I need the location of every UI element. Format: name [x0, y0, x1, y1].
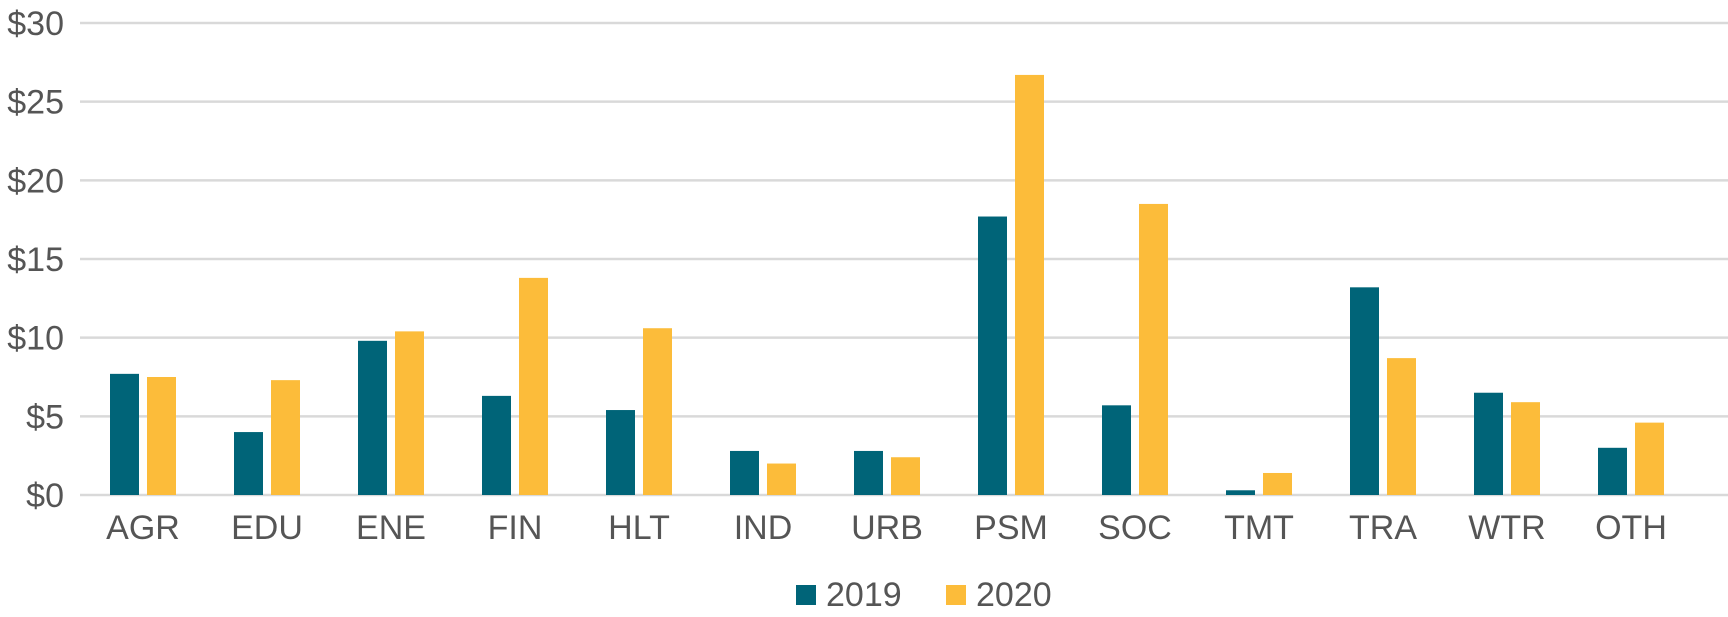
bar-2020-oth [1635, 422, 1664, 495]
x-axis-category-labels: AGR EDU ENE FIN HLT IND URB PSM SOC TMT TRA WTR OTH [106, 509, 1667, 547]
legend: 2019 2020 [796, 576, 1052, 614]
bar-2019-ene [358, 340, 387, 495]
bar-2019-oth [1598, 447, 1627, 495]
x-category-label: SOC [1098, 509, 1172, 547]
bar-2019-soc [1102, 405, 1131, 495]
bars [110, 74, 1664, 496]
x-category-label: TRA [1349, 509, 1417, 547]
bar-2019-hlt [606, 410, 635, 495]
legend-label: 2019 [826, 576, 902, 614]
bar-2019-urb [854, 450, 883, 495]
x-category-label: URB [851, 509, 923, 547]
legend-swatch-2019 [796, 585, 816, 605]
x-category-label: ENE [356, 509, 426, 547]
gridlines [80, 21, 1728, 497]
bar-2019-tmt [1226, 490, 1255, 495]
bar-2020-agr [147, 377, 176, 495]
x-category-label: FIN [488, 509, 543, 547]
y-tick-label: $30 [7, 5, 64, 43]
bar-2020-ene [395, 331, 424, 495]
bar-2019-edu [234, 432, 263, 495]
x-category-label: AGR [106, 509, 180, 547]
bar-2019-psm [978, 216, 1007, 495]
bar-2019-agr [110, 373, 139, 495]
y-tick-label: $15 [7, 241, 64, 279]
x-category-label: EDU [231, 509, 303, 547]
bar-2020-psm [1015, 74, 1044, 496]
bar-2020-ind [767, 463, 796, 495]
x-category-label: HLT [608, 509, 670, 547]
y-tick-label: $0 [26, 477, 64, 515]
bar-2020-edu [271, 380, 300, 495]
legend-label: 2020 [976, 576, 1052, 614]
bar-2020-urb [891, 457, 920, 495]
bar-2019-fin [482, 395, 511, 495]
y-tick-label: $25 [7, 84, 64, 122]
legend-swatch-2020 [946, 585, 966, 605]
x-category-label: IND [734, 509, 793, 547]
x-category-label: TMT [1224, 509, 1294, 547]
bar-2019-ind [730, 450, 759, 495]
y-tick-label: $10 [7, 320, 64, 358]
bar-2020-fin [519, 277, 548, 495]
x-category-label: WTR [1468, 509, 1545, 547]
y-tick-label: $5 [26, 398, 64, 436]
bar-2020-tra [1387, 358, 1416, 495]
y-axis-tick-labels: $0 $5 $10 $15 $20 $25 $30 [7, 5, 64, 515]
y-tick-label: $20 [7, 162, 64, 200]
bar-2020-tmt [1263, 472, 1292, 495]
bar-2019-tra [1350, 287, 1379, 495]
bar-2020-soc [1139, 203, 1168, 495]
x-category-label: OTH [1595, 509, 1667, 547]
bar-2020-wtr [1511, 402, 1540, 495]
bar-2020-hlt [643, 328, 672, 495]
bar-2019-wtr [1474, 392, 1503, 495]
x-category-label: PSM [974, 509, 1048, 547]
